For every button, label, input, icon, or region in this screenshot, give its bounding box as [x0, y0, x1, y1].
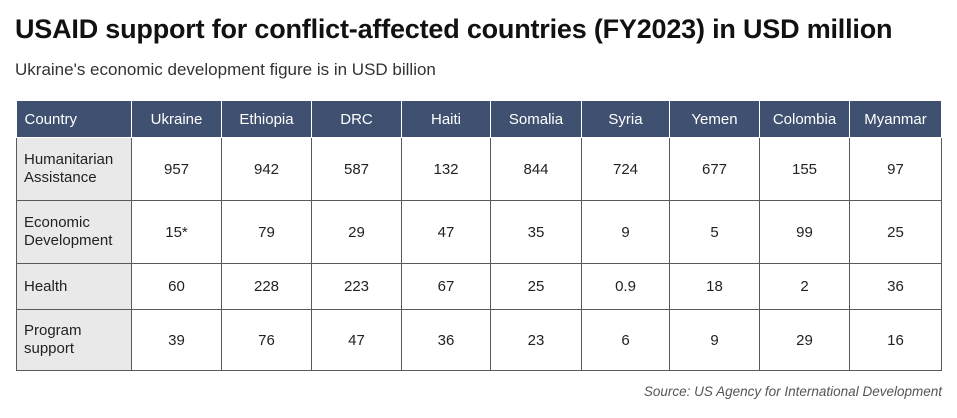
table-row: Program support 39 76 47 36 23 6 9 29 16 [16, 309, 942, 371]
table-cell: 6 [581, 309, 670, 371]
table-cell: 132 [401, 137, 491, 201]
table-cell: 724 [581, 137, 670, 201]
column-header: Ukraine [131, 101, 222, 138]
table-cell: 2 [759, 263, 850, 310]
table-cell: 25 [490, 263, 582, 310]
table-cell: 844 [490, 137, 582, 201]
table-cell: 29 [311, 200, 402, 264]
table-cell: 942 [221, 137, 312, 201]
row-header: Humanitarian Assistance [16, 137, 132, 201]
table-cell: 155 [759, 137, 850, 201]
corner-header: Country [16, 101, 132, 138]
table-cell: 587 [311, 137, 402, 201]
column-header: Haiti [401, 101, 491, 138]
table-cell: 39 [131, 309, 222, 371]
header-row: Country Ukraine Ethiopia DRC Haiti Somal… [16, 101, 942, 138]
row-header: Program support [16, 309, 132, 371]
table-cell: 15* [131, 200, 222, 264]
table-cell: 79 [221, 200, 312, 264]
chart-subtitle: Ukraine's economic development figure is… [15, 60, 436, 79]
table-cell: 18 [669, 263, 760, 310]
table-cell: 677 [669, 137, 760, 201]
table-cell: 36 [401, 309, 491, 371]
table-row: Humanitarian Assistance 957 942 587 132 8… [16, 137, 942, 201]
row-header: Economic Development [16, 200, 132, 264]
table-cell: 67 [401, 263, 491, 310]
table-cell: 36 [849, 263, 942, 310]
table-cell: 5 [669, 200, 760, 264]
table-row: Economic Development 15* 79 29 47 35 9 5 … [16, 200, 942, 264]
table-cell: 99 [759, 200, 850, 264]
table-cell: 35 [490, 200, 582, 264]
table-cell: 23 [490, 309, 582, 371]
column-header: Yemen [669, 101, 760, 138]
table-cell: 0.9 [581, 263, 670, 310]
column-header: Syria [581, 101, 670, 138]
column-header: DRC [311, 101, 402, 138]
table-cell: 228 [221, 263, 312, 310]
table-cell: 76 [221, 309, 312, 371]
table-cell: 9 [669, 309, 760, 371]
data-table: Country Ukraine Ethiopia DRC Haiti Somal… [16, 101, 942, 371]
table-cell: 97 [849, 137, 942, 201]
table-cell: 957 [131, 137, 222, 201]
column-header: Myanmar [849, 101, 942, 138]
table-row: Health 60 228 223 67 25 0.9 18 2 36 [16, 263, 942, 310]
column-header: Somalia [490, 101, 582, 138]
table-cell: 9 [581, 200, 670, 264]
row-header: Health [16, 263, 132, 310]
table-cell: 47 [311, 309, 402, 371]
table-cell: 47 [401, 200, 491, 264]
column-header: Colombia [759, 101, 850, 138]
source-note: Source: US Agency for International Deve… [643, 384, 942, 399]
column-header: Ethiopia [221, 101, 312, 138]
table-cell: 25 [849, 200, 942, 264]
table-cell: 16 [849, 309, 942, 371]
table-cell: 29 [759, 309, 850, 371]
table-cell: 60 [131, 263, 222, 310]
chart-title: USAID support for conflict-affected coun… [15, 14, 893, 44]
table-cell: 223 [311, 263, 402, 310]
